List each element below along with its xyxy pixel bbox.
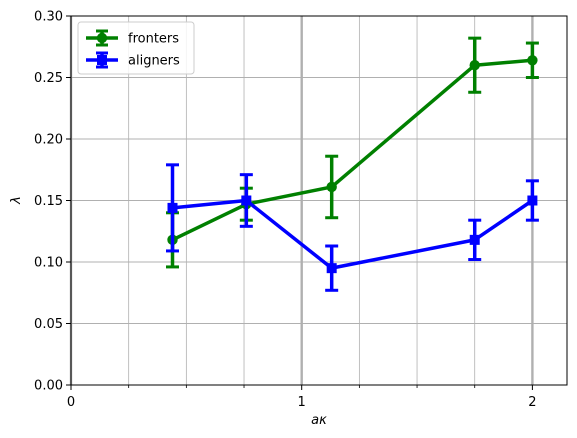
legend: fronters aligners	[77, 21, 195, 75]
x-tick-label: 0	[67, 395, 75, 410]
data-point	[167, 202, 178, 213]
y-tick-label: 0.20	[34, 133, 63, 148]
x-tick-label: 2	[528, 395, 536, 410]
data-point	[241, 195, 252, 206]
x-axis-label: aκ	[311, 413, 327, 428]
y-tick-label: 0.00	[34, 379, 63, 394]
data-point	[527, 195, 538, 206]
data-point	[469, 59, 480, 71]
x-tick-label: 1	[298, 395, 306, 410]
legend-label: aligners	[128, 54, 180, 69]
series-layer	[166, 36, 539, 292]
data-point	[326, 181, 337, 193]
y-axis-label: λ	[9, 196, 24, 205]
y-tick-label: 0.05	[34, 317, 63, 332]
y-tick-label: 0.10	[34, 256, 63, 271]
y-tick-label: 0.25	[34, 71, 63, 86]
legend-entry: aligners	[86, 51, 180, 69]
legend-marker	[97, 55, 107, 65]
data-point	[326, 263, 337, 274]
series-aligners	[166, 163, 539, 292]
ticks: 0 1 2 0.00 0.05 0.10 0.15 0.20 0.25 0.30	[34, 10, 536, 411]
y-tick-label: 0.15	[34, 194, 63, 209]
legend-label: fronters	[128, 32, 179, 47]
y-tick-label: 0.30	[34, 10, 63, 25]
legend-marker	[96, 32, 108, 44]
data-point	[469, 234, 480, 245]
data-point	[527, 55, 538, 66]
legend-entry: fronters	[86, 29, 179, 47]
